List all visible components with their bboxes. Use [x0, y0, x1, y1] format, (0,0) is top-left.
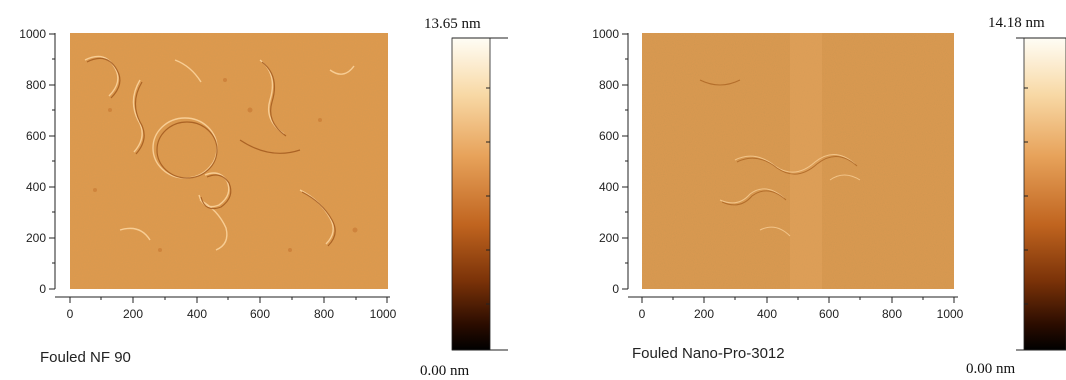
y-tick-label: 0 — [612, 282, 619, 296]
x-tick-labels-nanopro: 0 200 400 600 800 1000 — [639, 307, 964, 321]
x-tick-label: 800 — [882, 307, 902, 321]
y-tick-labels-nf90: 0 200 400 600 800 1000 — [19, 27, 46, 296]
panel-nf90: 0 200 400 600 800 1000 0 200 400 600 800… — [19, 16, 508, 379]
y-tick-label: 400 — [599, 180, 619, 194]
colorbar-max-label: 13.65 nm — [424, 16, 481, 32]
x-tick-labels-nf90: 0 200 400 600 800 1000 — [67, 307, 397, 321]
panel-nanopro: 0 200 400 600 800 1000 0 200 400 600 800… — [592, 15, 1066, 377]
colorbar-nf90: 13.65 nm 0.00 nm — [420, 16, 508, 379]
y-tick-label: 800 — [599, 78, 619, 92]
y-tick-label: 1000 — [19, 27, 46, 41]
x-tick-label: 1000 — [370, 307, 397, 321]
axes-nf90 — [49, 33, 390, 303]
x-tick-label: 600 — [250, 307, 270, 321]
x-tick-label: 200 — [694, 307, 714, 321]
colorbar-max-label: 14.18 nm — [988, 15, 1045, 31]
x-tick-label: 400 — [187, 307, 207, 321]
axes-nanopro — [622, 33, 958, 303]
y-tick-labels-nanopro: 0 200 400 600 800 1000 — [592, 27, 619, 296]
x-tick-label: 200 — [123, 307, 143, 321]
colorbar-min-label: 0.00 nm — [420, 363, 470, 379]
afm-image-nf90 — [70, 33, 388, 289]
x-tick-label: 0 — [639, 307, 646, 321]
x-tick-label: 0 — [67, 307, 74, 321]
afm-image-nanopro — [642, 33, 954, 289]
y-tick-label: 400 — [26, 180, 46, 194]
x-tick-label: 1000 — [937, 307, 964, 321]
x-tick-label: 800 — [314, 307, 334, 321]
y-tick-label: 800 — [26, 78, 46, 92]
y-tick-label: 200 — [26, 231, 46, 245]
caption-nf90: Fouled NF 90 — [40, 349, 131, 366]
x-tick-label: 400 — [757, 307, 777, 321]
colorbar-nanopro: 14.18 nm 0.00 nm — [966, 15, 1066, 377]
x-tick-label: 600 — [819, 307, 839, 321]
y-tick-label: 200 — [599, 231, 619, 245]
y-tick-label: 600 — [599, 129, 619, 143]
colorbar-min-label: 0.00 nm — [966, 361, 1016, 377]
y-tick-label: 0 — [39, 282, 46, 296]
caption-nanopro: Fouled Nano-Pro-3012 — [632, 345, 785, 362]
y-tick-label: 600 — [26, 129, 46, 143]
y-tick-label: 1000 — [592, 27, 619, 41]
